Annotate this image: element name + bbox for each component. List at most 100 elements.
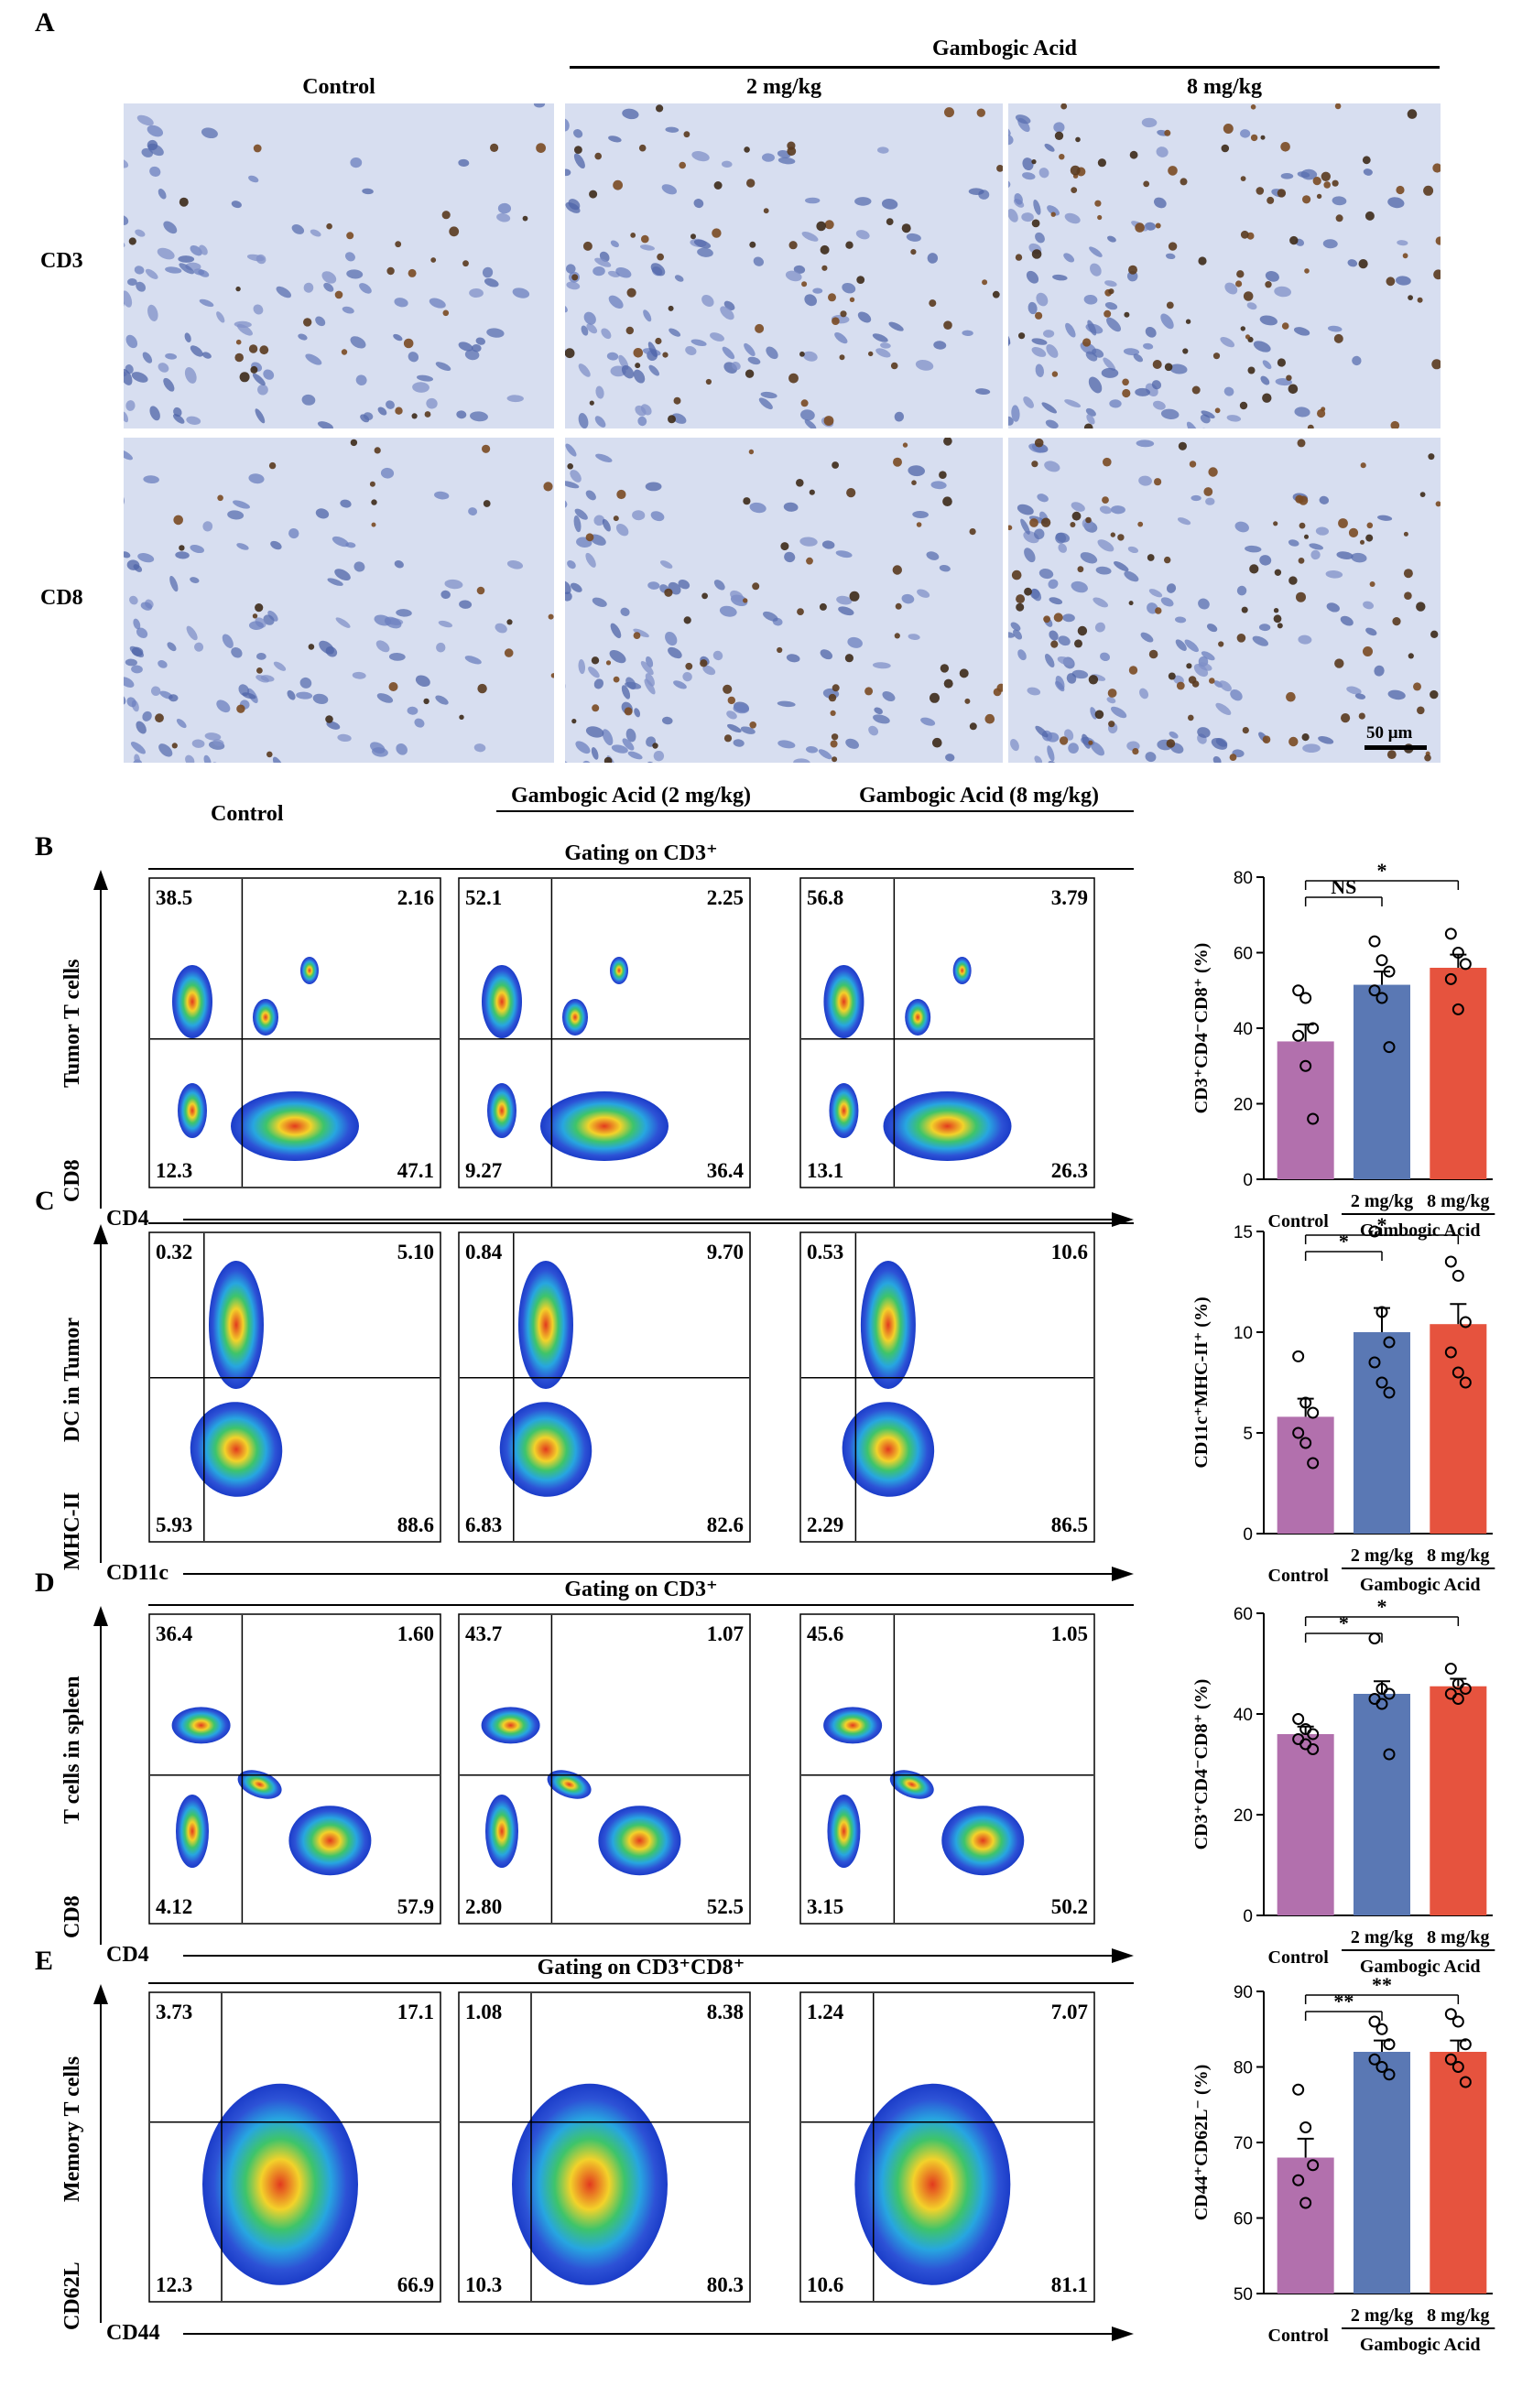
bar-cat-label: 2 mg/kg [1351,1927,1413,1947]
ytick-label: 0 [1243,1171,1253,1190]
bar-cat-label: Control [1268,2326,1330,2346]
data-point [1444,2053,1457,2066]
flow-plot-d-2: 45.6 1.05 3.15 50.2 [799,1613,1095,1925]
col-label-2mg: 2 mg/kg [745,75,821,99]
bar-group-label: Gambogic Acid [1360,2335,1481,2355]
bar-ylabel-e: CD44⁺CD62L⁻ (%) [1191,2065,1212,2221]
data-point [1368,2015,1381,2028]
quadrant-bl-b-0: 12.3 [156,1159,192,1182]
ytick-label: 60 [1234,945,1253,964]
quadrant-bl-c-2: 2.29 [807,1513,843,1536]
ytick-label: 60 [1234,2210,1253,2229]
quadrant-bl-b-1: 9.27 [465,1159,502,1182]
data-point [1451,947,1464,959]
quadrant-br-b-2: 26.3 [1051,1159,1088,1182]
data-point [1292,1713,1305,1725]
data-point [1368,1632,1381,1644]
quadrant-tr-d-1: 1.07 [707,1622,744,1645]
data-point [1383,1041,1396,1054]
data-point [1307,2159,1320,2172]
quadrant-tl-b-0: 38.5 [156,886,192,909]
flow-yaxis-label-e: CD62L [60,2262,84,2330]
data-point [1375,1306,1388,1318]
flow-plot-b-2: 56.8 3.79 13.1 26.3 [799,877,1095,1188]
flow-population-label-b: Tumor T cells [60,959,84,1088]
bar-cat-label: 2 mg/kg [1351,2305,1413,2326]
data-point [1444,1663,1457,1675]
data-point [1368,984,1381,997]
bar-c-2 [1430,1324,1487,1534]
ytick-label: 10 [1234,1324,1253,1343]
quadrant-bl-c-1: 6.83 [465,1513,502,1536]
xaxis-arrow-c [183,1563,1136,1589]
quadrant-bl-d-1: 2.80 [465,1895,502,1918]
bar-ylabel-b: CD3⁺CD4⁻CD8⁺ (%) [1191,943,1212,1114]
bar-cat-label: 2 mg/kg [1351,1546,1413,1566]
ytick-label: 0 [1243,1525,1253,1545]
data-point [1292,2083,1305,2096]
data-point [1307,1743,1320,1755]
ytick-label: 0 [1243,1907,1253,1926]
ytick-label: 80 [1234,869,1253,888]
ytick-label: 50 [1234,2285,1253,2305]
data-point [1299,1059,1312,1072]
bar-cat-label: Control [1268,1211,1330,1231]
data-point [1459,2076,1472,2088]
quadrant-tr-b-1: 2.25 [707,886,744,909]
bar-b-1 [1354,984,1410,1179]
bar-group-label: Gambogic Acid [1360,1957,1481,1977]
col-label-control: Control [302,75,375,99]
quadrant-br-c-2: 86.5 [1051,1513,1088,1536]
gating-line-d [148,1604,1134,1606]
gating-line-b [148,868,1134,870]
bar-chart-b: 0 20 40 60 80 CD3⁺CD4⁻CD8⁺ (%) NS * Control 2 mg/… [1163,859,1529,1289]
col-label-8mg: 8 mg/kg [1186,75,1262,99]
quadrant-tl-d-1: 43.7 [465,1622,502,1645]
quadrant-br-d-0: 57.9 [397,1895,434,1918]
quadrant-tr-d-0: 1.60 [397,1622,434,1645]
ytick-label: 5 [1243,1425,1253,1444]
sig-label: * [1377,859,1387,882]
bar-b-2 [1430,968,1487,1179]
flow-header-control: Control [211,802,284,826]
data-point [1444,927,1457,940]
gating-line-e [148,1982,1134,1984]
data-point [1459,1683,1472,1695]
bar-c-1 [1354,1332,1410,1534]
ytick-label: 80 [1234,2059,1253,2078]
bar-e-2 [1430,2052,1487,2294]
flow-population-label-e: Memory T cells [60,2055,84,2202]
bar-cat-label: Control [1268,1947,1330,1968]
flow-plot-c-2: 0.53 10.6 2.29 86.5 [799,1231,1095,1543]
data-point [1451,1693,1464,1705]
quadrant-br-b-0: 47.1 [397,1159,434,1182]
panel-label-b: B [35,831,54,862]
flow-plot-e-1: 1.08 8.38 10.3 80.3 [458,1991,751,2303]
quadrant-tr-e-2: 7.07 [1051,2001,1088,2023]
flow-yaxis-label-b: CD8 [60,1159,84,1202]
data-point [1451,1366,1464,1379]
ytick-label: 90 [1234,1983,1253,2002]
bar-chart-c: 0 5 10 15 CD11c⁺MHC-II⁺ (%) * * Control 2 mg/kg 8… [1163,1213,1529,1643]
quadrant-tl-b-2: 56.8 [807,886,843,909]
data-point [1375,954,1388,967]
flow-plot-e-0: 3.73 17.1 12.3 66.9 [148,1991,441,2303]
bar-d-0 [1277,1734,1334,1915]
flow-xaxis-label-b: CD4 [106,1207,149,1231]
quadrant-tr-d-2: 1.05 [1051,1622,1088,1645]
data-point [1375,2061,1388,2073]
bar-cat-label: 8 mg/kg [1427,1546,1489,1566]
flow-xaxis-label-c: CD11c [106,1561,169,1585]
quadrant-tl-e-2: 1.24 [807,2001,844,2023]
quadrant-tr-b-2: 3.79 [1051,886,1088,909]
data-point [1292,2174,1305,2186]
data-point [1307,1406,1320,1419]
data-point [1383,1386,1396,1399]
quadrant-tl-c-0: 0.32 [156,1241,192,1264]
sig-label: ** [1372,1973,1392,1996]
flow-plot-c-1: 0.84 9.70 6.83 82.6 [458,1231,751,1543]
data-point [1307,1022,1320,1035]
quadrant-tl-b-1: 52.1 [465,886,502,909]
quadrant-tr-e-0: 17.1 [397,2001,434,2023]
bar-group-label: Gambogic Acid [1360,1575,1481,1595]
